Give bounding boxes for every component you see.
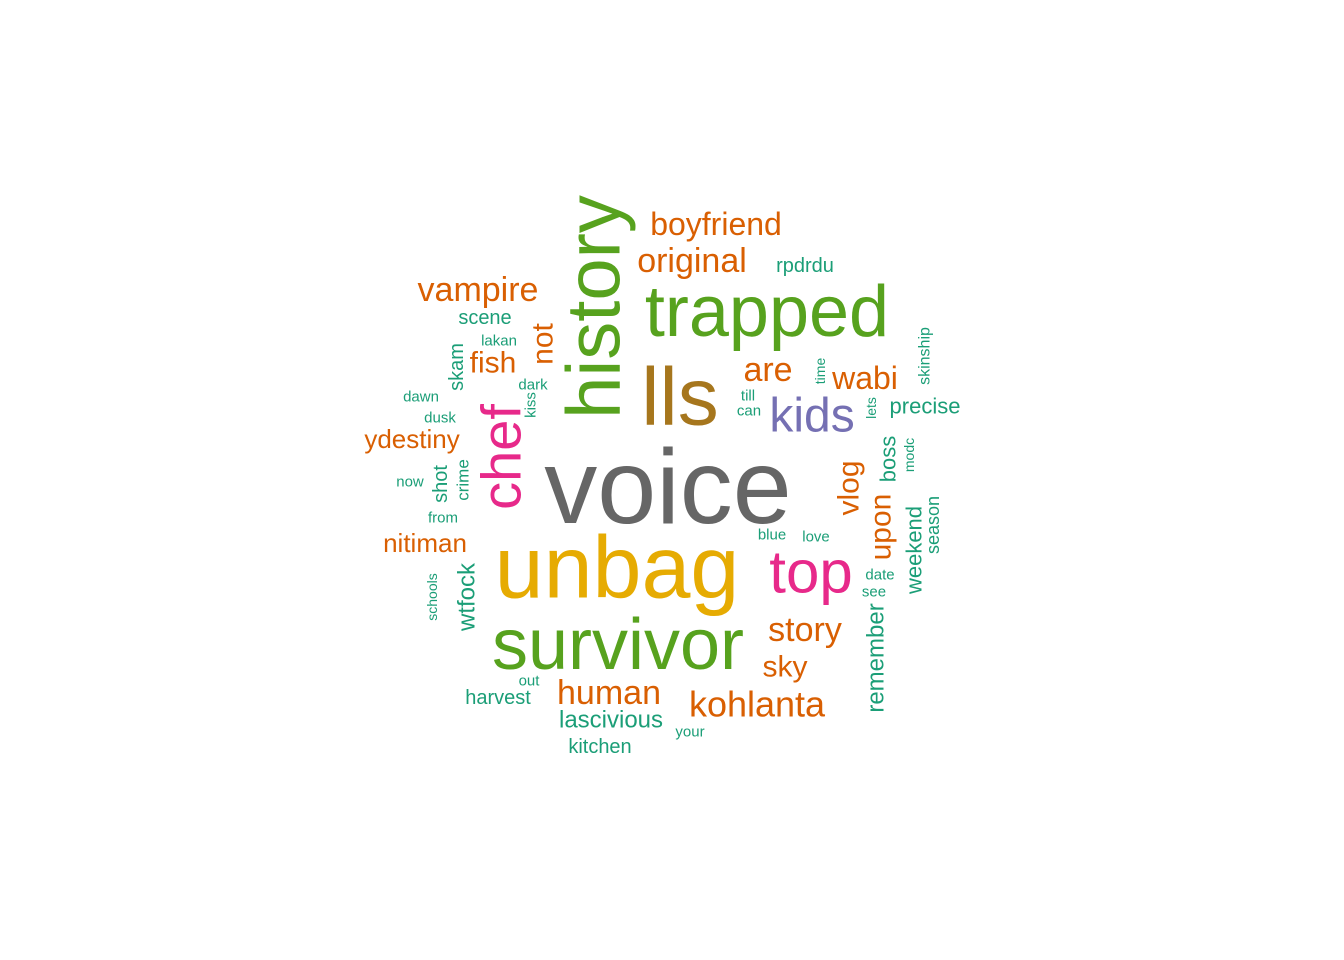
word-weekend: weekend	[902, 506, 927, 595]
word-vampire: vampire	[418, 271, 539, 309]
word-dawn: dawn	[403, 389, 439, 406]
word-lls: lls	[641, 352, 718, 443]
word-lets: lets	[863, 397, 879, 419]
word-wtfock: wtfock	[454, 562, 481, 632]
word-boss: boss	[876, 436, 901, 482]
word-chef: chef	[470, 404, 533, 510]
word-scene: scene	[458, 307, 511, 329]
word-fish: fish	[470, 347, 517, 380]
word-sky: sky	[763, 651, 808, 684]
word-till: till	[741, 388, 755, 405]
word-rpdrdu: rpdrdu	[776, 255, 834, 277]
word-are: are	[743, 351, 792, 389]
word-time: time	[812, 358, 828, 385]
word-harvest: harvest	[465, 687, 531, 709]
word-upon: upon	[865, 494, 898, 561]
word-human: human	[557, 674, 661, 712]
word-modc: modc	[901, 438, 917, 472]
word-date: date	[865, 567, 894, 584]
word-wabi: wabi	[831, 360, 898, 396]
word-top: top	[769, 539, 852, 606]
word-dark: dark	[518, 377, 548, 394]
word-precise: precise	[890, 394, 961, 419]
word-schools: schools	[424, 573, 440, 620]
word-history: history	[552, 195, 637, 419]
word-kohlanta: kohlanta	[689, 684, 826, 725]
word-story: story	[768, 611, 842, 649]
word-original: original	[637, 242, 747, 280]
word-skinship: skinship	[917, 327, 934, 385]
word-lascivious: lascivious	[559, 707, 663, 734]
word-voice: voice	[544, 428, 791, 546]
word-now: now	[396, 474, 424, 491]
word-lakan: lakan	[481, 333, 517, 350]
word-dusk: dusk	[424, 410, 456, 427]
word-ydestiny: ydestiny	[364, 424, 459, 454]
word-can: can	[737, 403, 761, 420]
word-not: not	[527, 322, 560, 364]
word-see: see	[862, 584, 886, 601]
word-blue: blue	[758, 527, 786, 544]
word-survivor: survivor	[492, 605, 744, 685]
word-kiss: kiss	[523, 392, 540, 418]
word-trapped: trapped	[645, 272, 889, 352]
word-nitiman: nitiman	[383, 528, 467, 558]
word-your: your	[675, 724, 704, 741]
word-season: season	[923, 496, 943, 554]
word-boyfriend: boyfriend	[650, 206, 782, 242]
word-remember: remember	[863, 603, 890, 712]
word-vlog: vlog	[833, 460, 866, 515]
word-shot: shot	[430, 465, 452, 503]
word-kitchen: kitchen	[568, 736, 631, 758]
word-kids: kids	[769, 390, 854, 443]
word-from: from	[428, 510, 458, 527]
word-crime: crime	[454, 459, 473, 501]
word-skam: skam	[446, 343, 468, 391]
word-out: out	[519, 673, 541, 690]
word-love: love	[802, 529, 830, 546]
word-unbag: unbag	[495, 518, 740, 617]
